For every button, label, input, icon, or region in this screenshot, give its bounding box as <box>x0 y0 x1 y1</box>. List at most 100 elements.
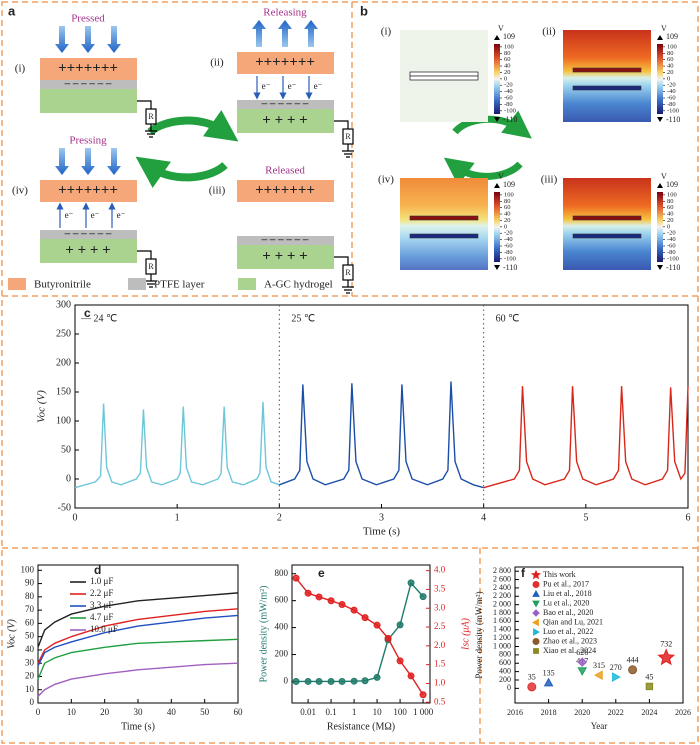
data-point <box>338 601 346 608</box>
y-tick-label: 1 600 <box>493 616 511 625</box>
colorbar <box>657 44 663 114</box>
y-tick-label: 2 200 <box>493 591 511 600</box>
colorbar-tick-label: -80 <box>504 249 513 256</box>
press-arrow <box>81 26 95 53</box>
data-point <box>543 677 554 687</box>
electrode <box>572 233 642 239</box>
data-label: 626 <box>576 648 588 657</box>
legend-label: A-GC hydrogel <box>264 279 333 291</box>
circuit-wire <box>137 100 152 109</box>
max-marker <box>657 35 663 40</box>
colorbar-tick-label: 100 <box>504 43 514 50</box>
series-line <box>37 662 239 697</box>
colorbar-max: 109 <box>503 180 515 189</box>
plot-frame <box>514 566 684 704</box>
electron-label: e⁻ <box>117 210 126 220</box>
colorbar-tick-label: 80 <box>667 50 674 57</box>
colorbar-tick-label: 60 <box>667 204 674 211</box>
colorbar-max: 109 <box>503 32 515 41</box>
electron-label: e⁻ <box>91 210 100 220</box>
state-caption: Pressing <box>69 135 107 147</box>
min-marker <box>657 265 663 270</box>
press-arrow <box>81 148 95 175</box>
colorbar-min: -110 <box>666 263 680 272</box>
data-point <box>384 634 392 642</box>
legend-swatch <box>128 278 146 290</box>
x-tick-label: 4 <box>481 512 486 523</box>
hydrogel-layer <box>40 239 137 263</box>
data-point <box>657 648 676 666</box>
hydrogel-layer <box>237 109 334 133</box>
colorbar-tick-label: 100 <box>667 191 677 198</box>
colorbar-tick-label: -80 <box>667 101 676 108</box>
legend-label: 10.0 μF <box>90 624 118 634</box>
ground <box>342 144 354 158</box>
data-point <box>396 621 404 629</box>
data-point <box>361 614 369 622</box>
electrode <box>409 75 479 81</box>
press-arrow <box>55 26 69 53</box>
panel-label: a <box>8 3 16 18</box>
charges: +++++++ <box>58 182 118 198</box>
colorbar-tick-label: 40 <box>667 211 674 218</box>
legend-label: Butyronitrile <box>34 279 91 291</box>
electron-label: e⁻ <box>314 81 323 91</box>
legend-swatch <box>8 278 26 290</box>
y2-tick-label: 0.5 <box>434 696 446 706</box>
legend-marker <box>532 609 540 617</box>
series-line <box>279 381 484 489</box>
legend-marker <box>531 618 539 627</box>
y-tick-label: 200 <box>56 357 71 368</box>
charges: – – – – – – <box>64 78 112 90</box>
hydrogel-layer <box>237 245 334 269</box>
data-point <box>373 673 381 681</box>
colorbar-tick-label: -20 <box>504 230 513 237</box>
y2-axis-label: Isc (μA) <box>460 617 471 651</box>
state-numeral: (ii) <box>210 57 224 69</box>
colorbar-tick-label: -80 <box>667 249 676 256</box>
colorbar-tick-label: 40 <box>667 63 674 70</box>
panel-label: c <box>84 306 91 320</box>
y2-tick-label: 2.5 <box>434 621 446 631</box>
series-line <box>37 592 239 648</box>
y2-tick-label: 1.5 <box>434 659 446 669</box>
y-tick-label: 80 <box>25 591 35 601</box>
ptfe-layer <box>237 100 334 109</box>
resistor-label: R <box>148 262 154 271</box>
data-point <box>645 682 654 691</box>
x-tick-label: 5 <box>583 512 588 523</box>
data-point <box>292 574 300 582</box>
legend-label: Zhao et al., 2023 <box>543 636 597 645</box>
legend-marker <box>533 648 539 654</box>
series-line <box>483 386 689 489</box>
x-tick-label: 20 <box>100 707 110 717</box>
cycle-arrow <box>147 110 239 142</box>
press-arrow <box>252 20 266 47</box>
data-point <box>396 657 404 665</box>
circuit-wire <box>334 256 349 265</box>
annotation: — 24 ℃ <box>80 313 117 324</box>
legend-label: 3.3 μF <box>90 600 113 610</box>
data-label: 45 <box>645 672 653 681</box>
y-tick-label: 70 <box>25 604 35 614</box>
colorbar-tick-label: 60 <box>504 56 511 63</box>
legend-label: 4.7 μF <box>90 612 113 622</box>
y-tick-label: -50 <box>58 502 71 513</box>
legend-label: Xiao et al., 2024 <box>543 646 596 655</box>
butyronitrile-layer <box>237 180 334 202</box>
y-axis-label: Power density (mW/m²) <box>258 586 269 683</box>
electrode <box>572 85 642 91</box>
y-tick-label: 90 <box>25 578 35 588</box>
data-point <box>577 657 587 667</box>
data-point <box>350 677 358 685</box>
series-line <box>37 608 239 664</box>
x-tick-label: 1 000 <box>413 707 434 717</box>
y-tick-label: 10 <box>25 684 35 694</box>
colorbar-tick-label: 0 <box>504 223 507 230</box>
colorbar-tick-label: -20 <box>667 82 676 89</box>
colorbar-tick-label: 80 <box>504 50 511 57</box>
series-line <box>37 638 239 680</box>
x-tick-label: 2016 <box>507 708 523 717</box>
legend-marker <box>533 628 541 636</box>
